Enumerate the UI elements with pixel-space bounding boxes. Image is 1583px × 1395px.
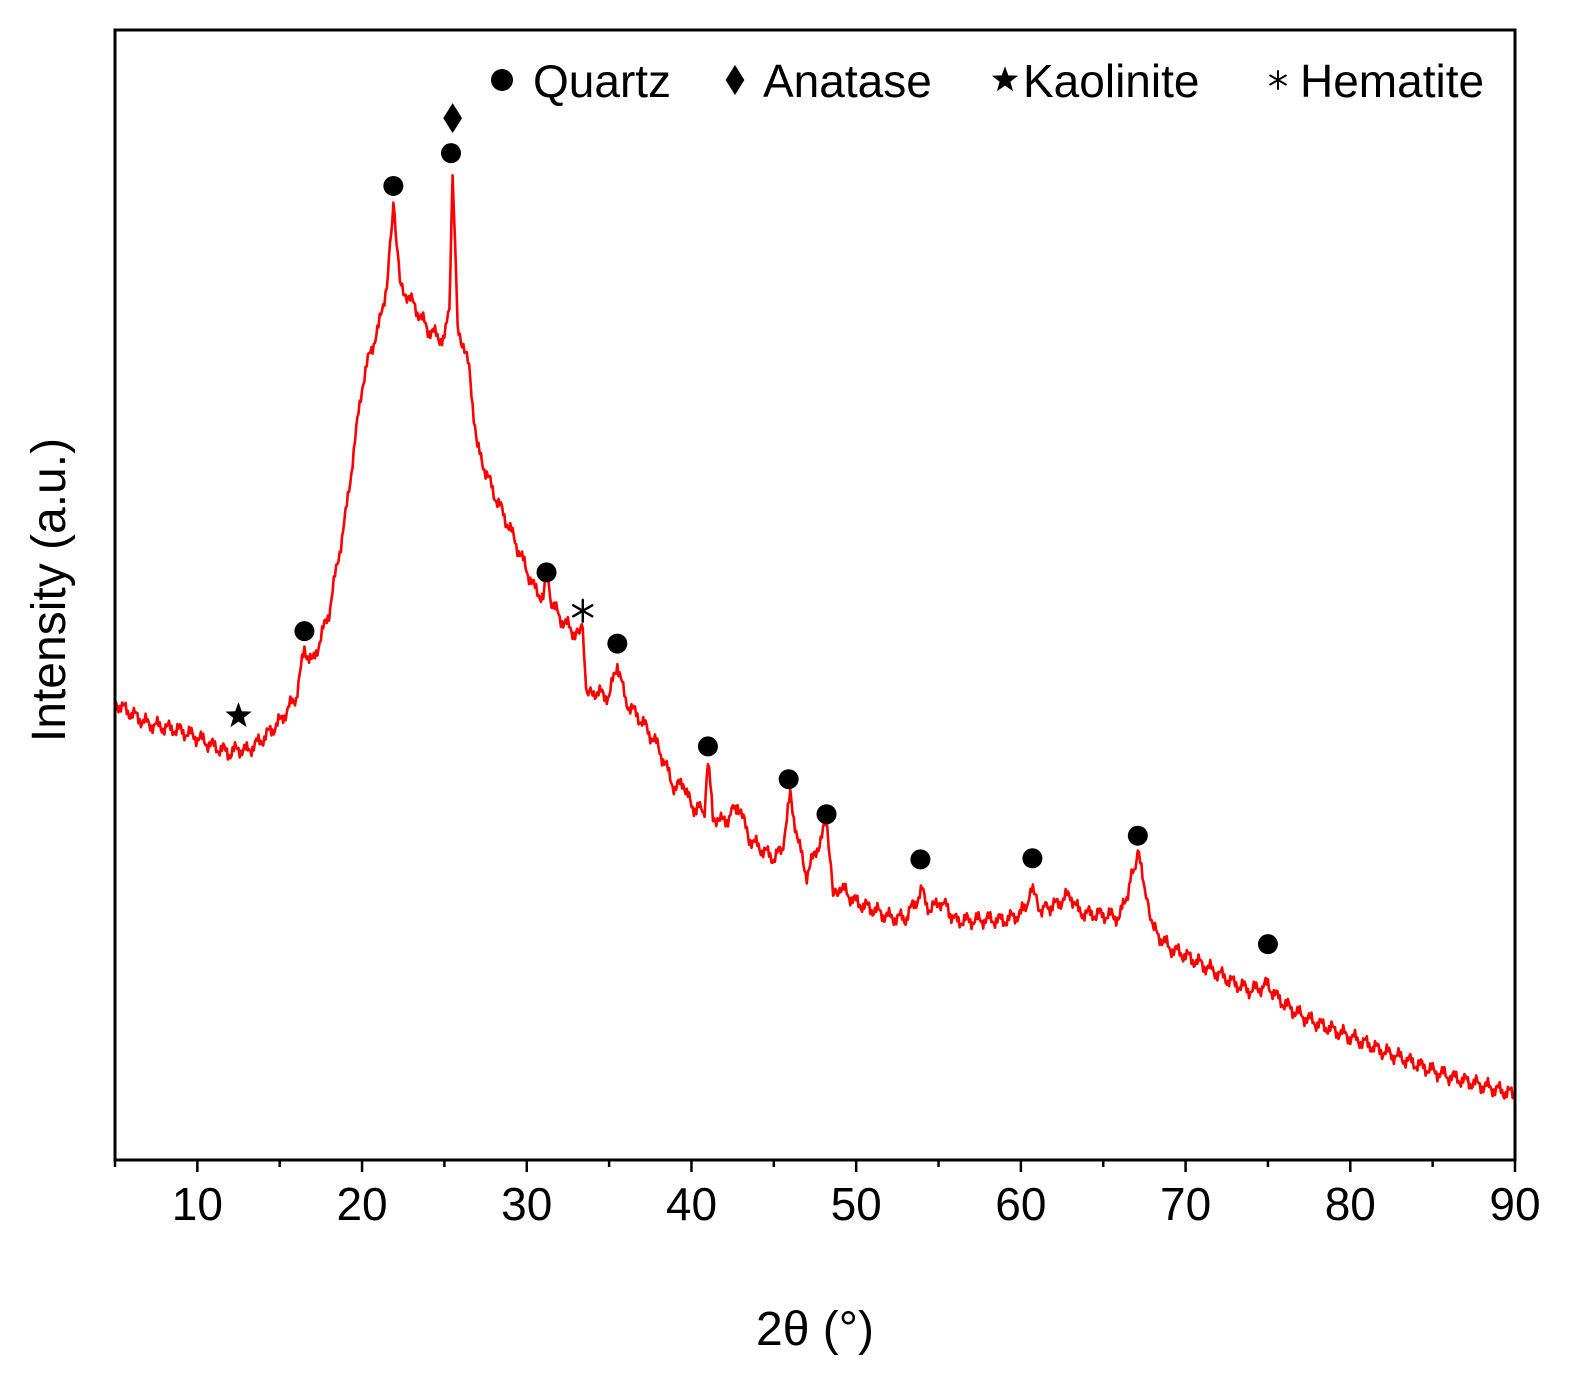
legend-hematite-label: Hematite	[1300, 55, 1484, 107]
x-axis-ticks: 10 20 30 40 50 60 70 80 90	[113, 1160, 1541, 1230]
phase-markers	[225, 103, 1278, 955]
x-tick-label: 60	[995, 1178, 1046, 1230]
quartz-circle-marker	[607, 633, 628, 654]
x-tick-label: 40	[666, 1178, 717, 1230]
legend-kaolinite-symbol	[991, 66, 1019, 92]
anatase-diamond-marker	[443, 103, 463, 134]
legend: Quartz Anatase Kaolinite Hematite	[491, 55, 1484, 107]
quartz-circle-marker	[697, 736, 718, 757]
kaolinite-star-marker	[225, 702, 252, 728]
quartz-circle-marker	[910, 849, 931, 870]
legend-anatase-label: Anatase	[763, 55, 932, 107]
quartz-circle-marker	[1022, 848, 1043, 869]
quartz-circle-marker	[383, 175, 404, 196]
x-tick-label: 30	[501, 1178, 552, 1230]
x-tick-label: 80	[1325, 1178, 1376, 1230]
x-tick-label: 90	[1489, 1178, 1540, 1230]
x-tick-label: 70	[1160, 1178, 1211, 1230]
quartz-circle-marker	[1127, 825, 1148, 846]
plot-frame	[113, 28, 1517, 1162]
xrd-pattern-line	[114, 174, 1516, 1100]
x-axis-title: 2θ (°)	[756, 1303, 874, 1356]
quartz-circle-marker	[294, 621, 315, 642]
legend-kaolinite-label: Kaolinite	[1023, 55, 1199, 107]
plot-area	[114, 174, 1516, 1100]
x-tick-label: 20	[336, 1178, 387, 1230]
quartz-circle-marker	[441, 143, 461, 164]
quartz-circle-marker	[816, 804, 837, 825]
y-axis-title: Intensity (a.u.)	[23, 438, 76, 742]
quartz-circle-marker	[1257, 934, 1278, 955]
x-tick-label: 10	[172, 1178, 223, 1230]
legend-hematite-symbol	[1269, 70, 1287, 90]
x-tick-label: 50	[831, 1178, 882, 1230]
hematite-asterisk-marker	[571, 598, 594, 624]
legend-quartz-symbol	[491, 69, 513, 91]
quartz-circle-marker	[536, 562, 557, 583]
quartz-circle-marker	[778, 769, 799, 790]
legend-anatase-symbol	[725, 65, 745, 95]
legend-quartz-label: Quartz	[533, 55, 671, 107]
